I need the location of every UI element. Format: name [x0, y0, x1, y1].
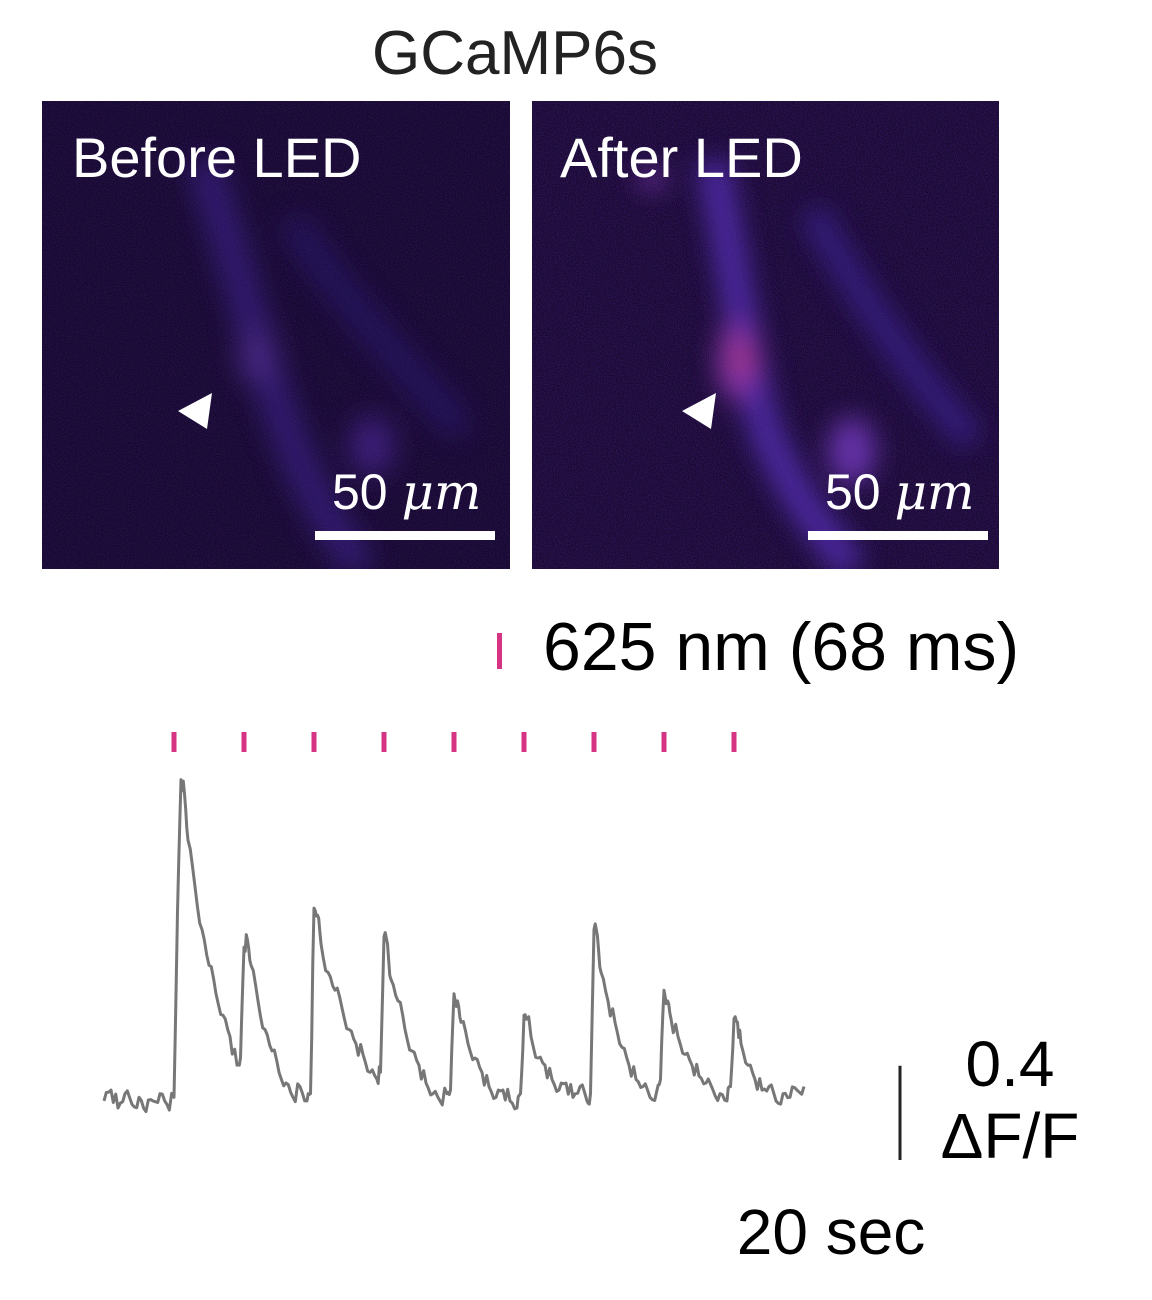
stimulus-tick	[521, 732, 527, 752]
arrowhead-marker-icon	[178, 393, 212, 429]
stimulus-legend-text: 625 nm (68 ms)	[543, 609, 1020, 685]
stimulus-tick	[311, 732, 317, 752]
scalebar-after	[808, 531, 988, 540]
calcium-trace-chart	[102, 732, 902, 1160]
scalebar-before	[315, 531, 495, 540]
image-panel-before-led: Before LED 50 μm	[42, 101, 510, 569]
scalebar-label-before: 50 μm	[332, 463, 482, 521]
stimulus-ticks	[171, 732, 737, 752]
panel-label-before: Before LED	[72, 126, 362, 189]
scalebar-label-after: 50 μm	[825, 463, 975, 521]
calcium-image-after	[532, 101, 999, 569]
stimulus-tick	[451, 732, 457, 752]
trace-series-line	[102, 778, 806, 1114]
figure-title: GCaMP6s	[372, 19, 658, 88]
stimulus-tick	[241, 732, 247, 752]
time-scale-label: 20 sec	[736, 1196, 926, 1268]
stimulus-legend-tick	[497, 633, 502, 669]
stimulus-tick	[171, 732, 177, 752]
scale-bars	[898, 1065, 902, 1160]
stimulus-tick	[591, 732, 597, 752]
panel-label-after: After LED	[560, 126, 803, 189]
amplitude-scale-unit: ΔF/F	[940, 1100, 1080, 1172]
calcium-image-before	[42, 101, 510, 569]
amplitude-scale-label: 0.4 ΔF/F	[920, 1028, 1100, 1172]
amplitude-scale-value: 0.4	[965, 1028, 1055, 1100]
stimulus-tick	[381, 732, 387, 752]
stimulus-tick	[731, 732, 737, 752]
arrowhead-marker-icon	[682, 393, 716, 429]
stimulus-tick	[661, 732, 667, 752]
image-panel-after-led: After LED 50 μm	[532, 101, 999, 569]
